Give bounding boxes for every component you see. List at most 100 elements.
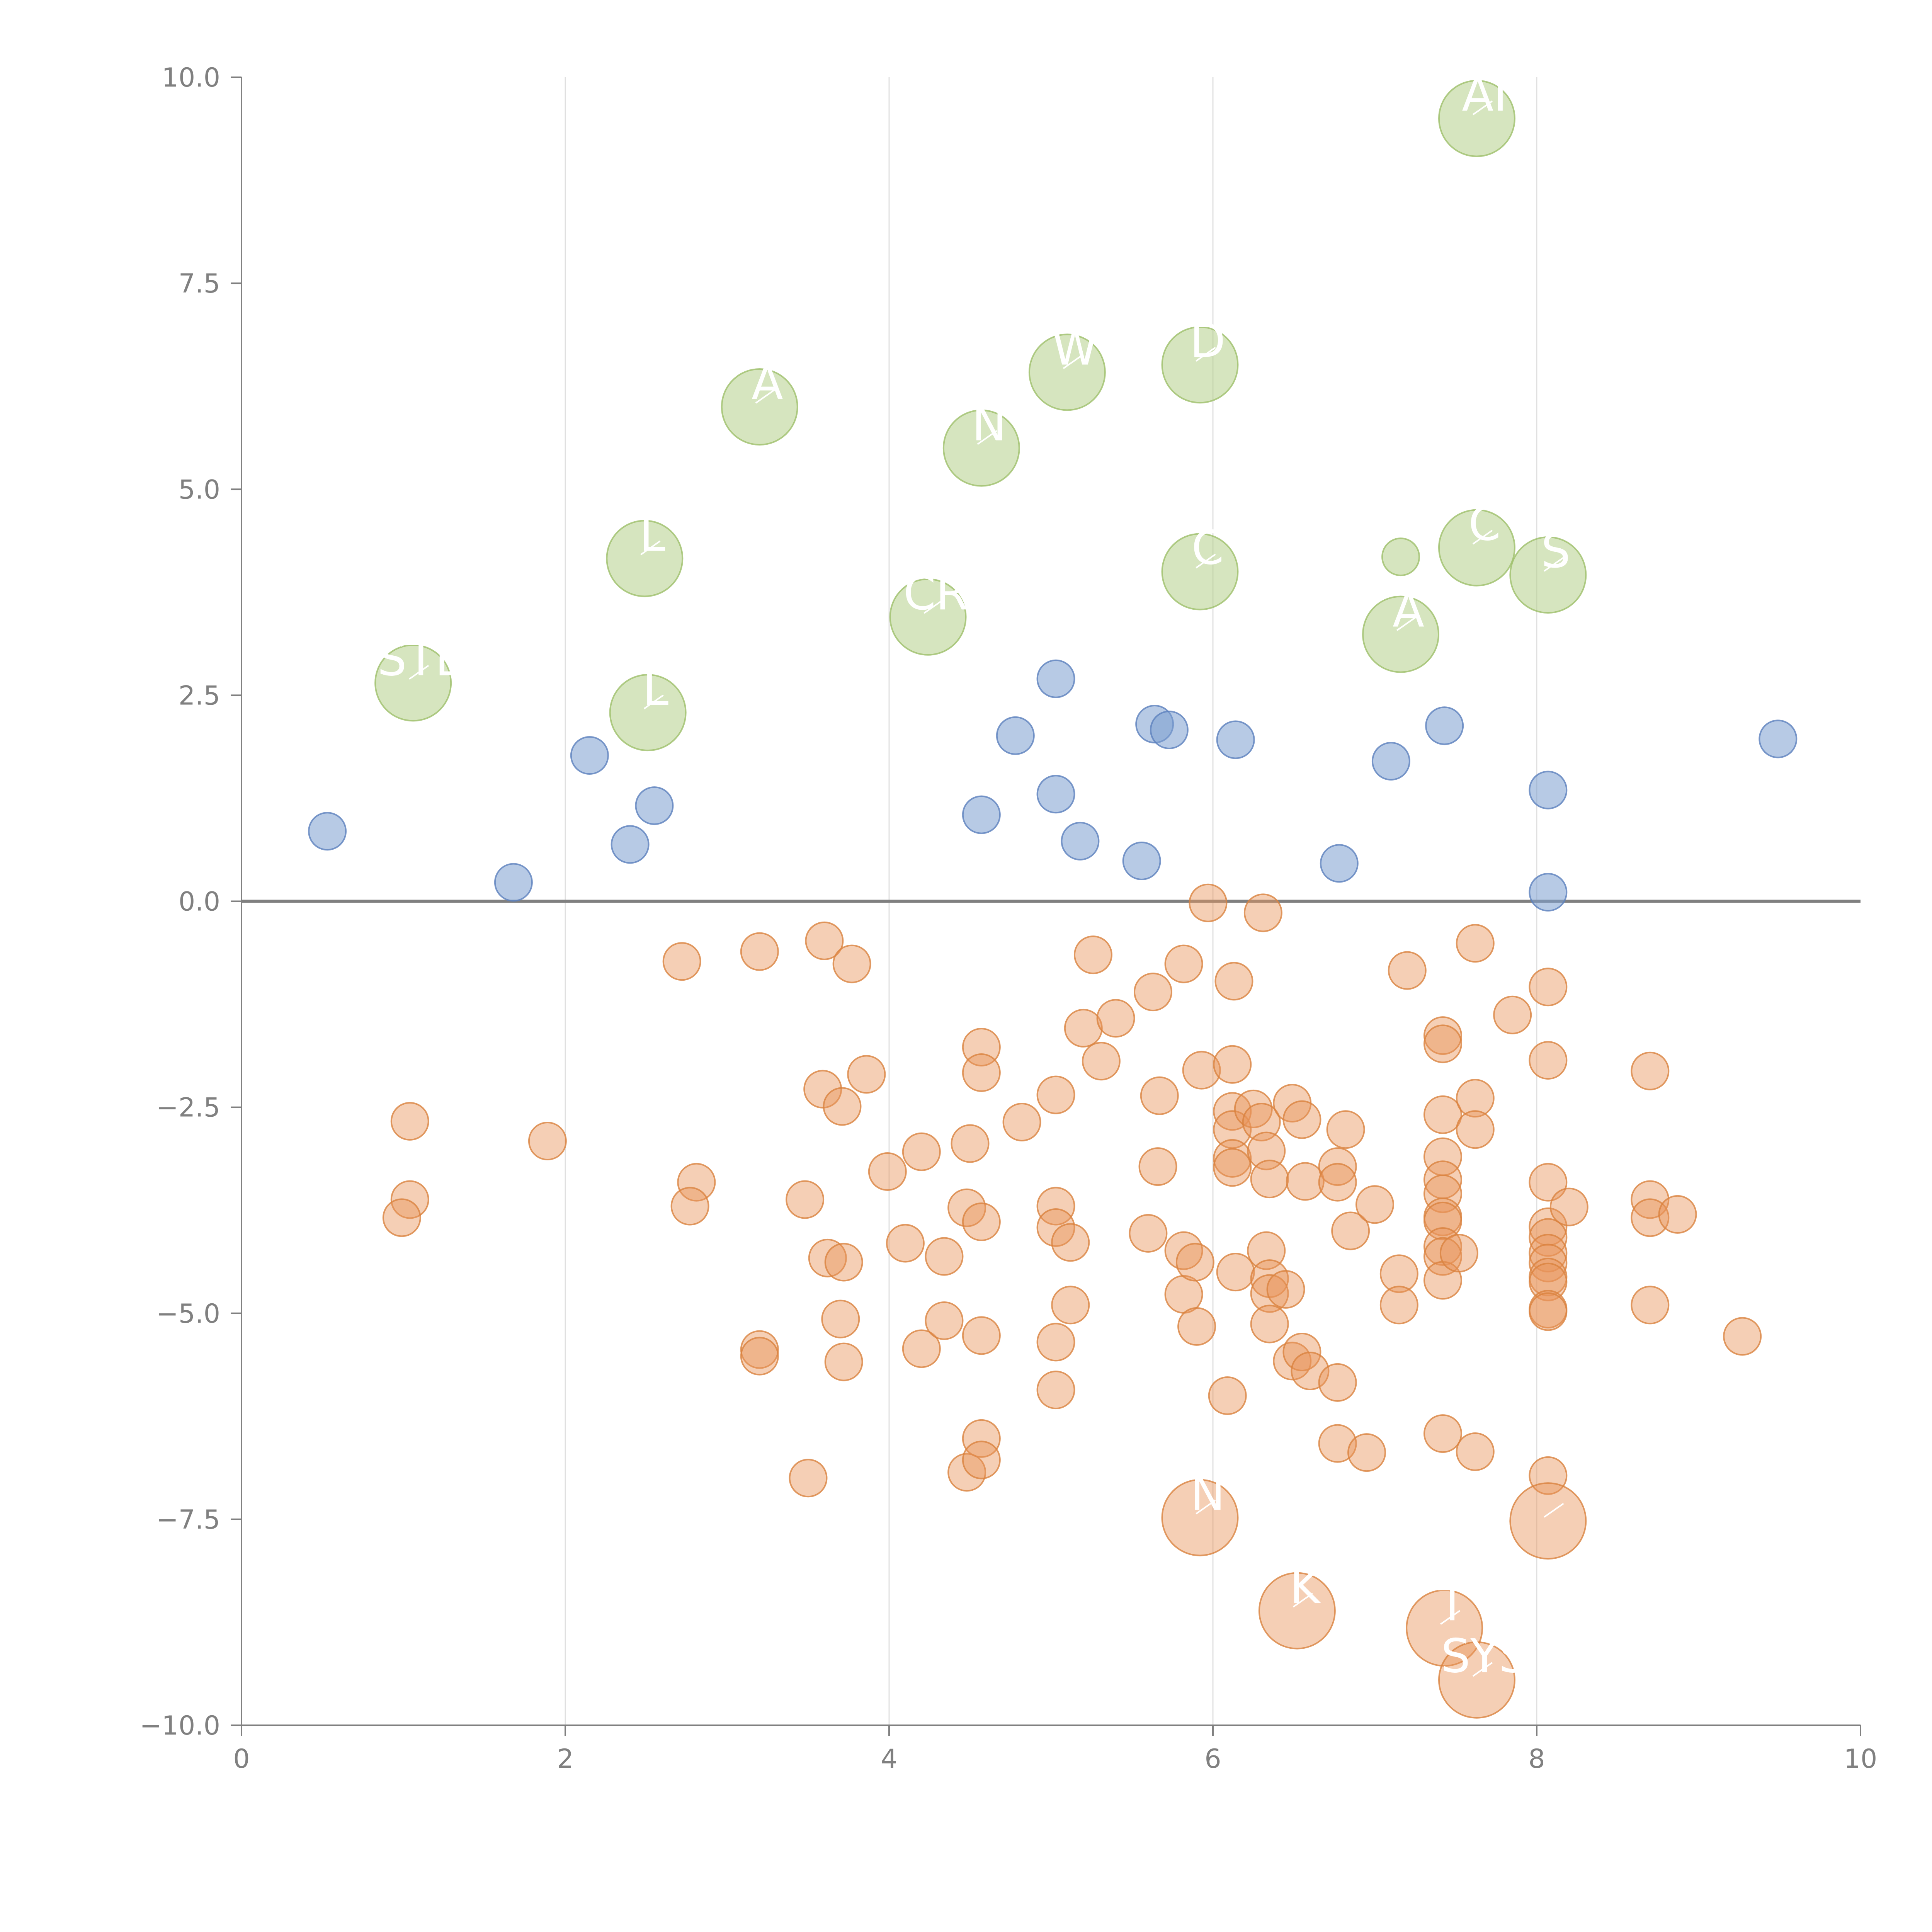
orange-point: [1529, 1207, 1568, 1246]
blue-point: [1759, 719, 1798, 759]
orange-point: [1423, 1227, 1462, 1266]
annotation-leader: [1472, 100, 1493, 116]
annotation-leader: [1472, 1662, 1493, 1677]
annotation-label: C: [1468, 498, 1501, 551]
orange-point: [925, 1301, 964, 1340]
orange-point: [962, 1316, 1001, 1355]
orange-point: [1036, 1208, 1075, 1247]
orange-point: [951, 1124, 990, 1163]
annotation-label: AI: [1462, 68, 1507, 122]
orange-point: [1631, 1051, 1670, 1090]
orange-point: [847, 1055, 886, 1094]
x-tick-label: 8: [1528, 1744, 1545, 1774]
orange-point: [1213, 1045, 1252, 1084]
annotation-leader: [1196, 347, 1216, 362]
green-point: [1438, 509, 1515, 587]
orange-point: [1216, 1253, 1255, 1292]
orange-point: [1266, 1270, 1305, 1309]
blue-point: [1150, 710, 1189, 749]
annotation-leader: [643, 694, 664, 709]
orange-point: [1318, 1363, 1357, 1402]
orange-point: [1347, 1433, 1386, 1472]
green-point: [1028, 333, 1106, 411]
orange-point: [1242, 1103, 1281, 1142]
orange-point: [1423, 1174, 1462, 1213]
tick-labels: 0 2 4 6 8 10 10.0 7.5 5.0 2.5 0.0 −2.5 −5.0 −7.5 −10.0: [140, 63, 1878, 1774]
orange-point: [1529, 1262, 1568, 1301]
orange-point: [824, 1243, 863, 1282]
annotation-leader: [1440, 1610, 1461, 1625]
orange-point: [902, 1329, 941, 1368]
orange-point: [1129, 1214, 1168, 1253]
orange-point: [1318, 1163, 1357, 1202]
blue-point: [308, 812, 347, 851]
annotation-label: T: [1438, 1578, 1467, 1631]
green-point: [1161, 533, 1239, 611]
orange-point: [1379, 1254, 1418, 1293]
orange-point: [1723, 1317, 1762, 1356]
orange-point: [1423, 1414, 1462, 1453]
orange-point: [1423, 1237, 1462, 1276]
orange-point: [1036, 1323, 1075, 1362]
annotation-label: S: [1541, 525, 1570, 578]
data-points: [308, 80, 1798, 1719]
y-tick-label: −2.5: [156, 1093, 220, 1123]
orange-point: [1318, 1147, 1357, 1186]
orange-point: [1247, 1231, 1286, 1270]
annotation-label: A: [752, 357, 783, 410]
orange-point: [925, 1237, 964, 1276]
blue-point: [1216, 720, 1255, 759]
blue-point: [962, 795, 1001, 834]
orange-point: [1177, 1307, 1216, 1346]
orange-point: [1658, 1195, 1697, 1234]
orange-point: [740, 932, 779, 971]
annotation-leader: [755, 389, 776, 404]
blue-point: [1036, 775, 1075, 814]
orange-point: [1082, 1042, 1121, 1081]
annotation-label: SYS: [1441, 1630, 1528, 1684]
orange-point: [789, 1459, 828, 1498]
orange-point: [1250, 1160, 1289, 1199]
orange-point: [1133, 973, 1172, 1012]
orange-point: [1456, 1432, 1495, 1471]
orange-point: [390, 1180, 429, 1219]
blue-point: [996, 716, 1035, 755]
annotation-leader: [1196, 553, 1216, 569]
blue-point: [1371, 742, 1410, 781]
orange-point: [832, 944, 871, 983]
blue-point: [1529, 873, 1568, 912]
y-tick-label: −5.0: [156, 1299, 220, 1329]
orange-point: [1258, 1572, 1336, 1650]
blue-point: [1320, 844, 1359, 883]
annotation-label: A: [1393, 584, 1424, 638]
x-tick-label: 2: [557, 1744, 573, 1774]
orange-point: [868, 1152, 907, 1191]
orange-point: [1189, 883, 1228, 922]
green-point: [1161, 326, 1239, 404]
x-tick-label: 6: [1204, 1744, 1221, 1774]
orange-point: [786, 1180, 825, 1219]
orange-point: [1002, 1103, 1041, 1142]
blue-point: [494, 863, 533, 902]
annotation-label: K: [1290, 1561, 1321, 1614]
green-point: [721, 368, 798, 446]
y-tick-label: −7.5: [156, 1505, 220, 1535]
y-tick-label: 0.0: [179, 887, 220, 917]
x-tick-label: 10: [1844, 1744, 1878, 1774]
annotation-leader: [1544, 1503, 1564, 1518]
orange-point: [1208, 1376, 1247, 1415]
orange-point: [1250, 1274, 1289, 1313]
orange-point: [1282, 1100, 1321, 1139]
orange-point: [1509, 1482, 1587, 1560]
orange-point: [962, 1440, 1001, 1480]
annotation-label: N: [972, 398, 1007, 452]
orange-point: [1631, 1286, 1670, 1325]
orange-point: [1529, 1163, 1568, 1202]
annotation-leader: [1472, 530, 1493, 545]
orange-point: [1036, 1371, 1075, 1410]
orange-point: [902, 1132, 941, 1171]
annotation-leader: [1063, 354, 1083, 369]
y-tick-label: −10.0: [140, 1711, 220, 1741]
orange-point: [1529, 1292, 1568, 1331]
